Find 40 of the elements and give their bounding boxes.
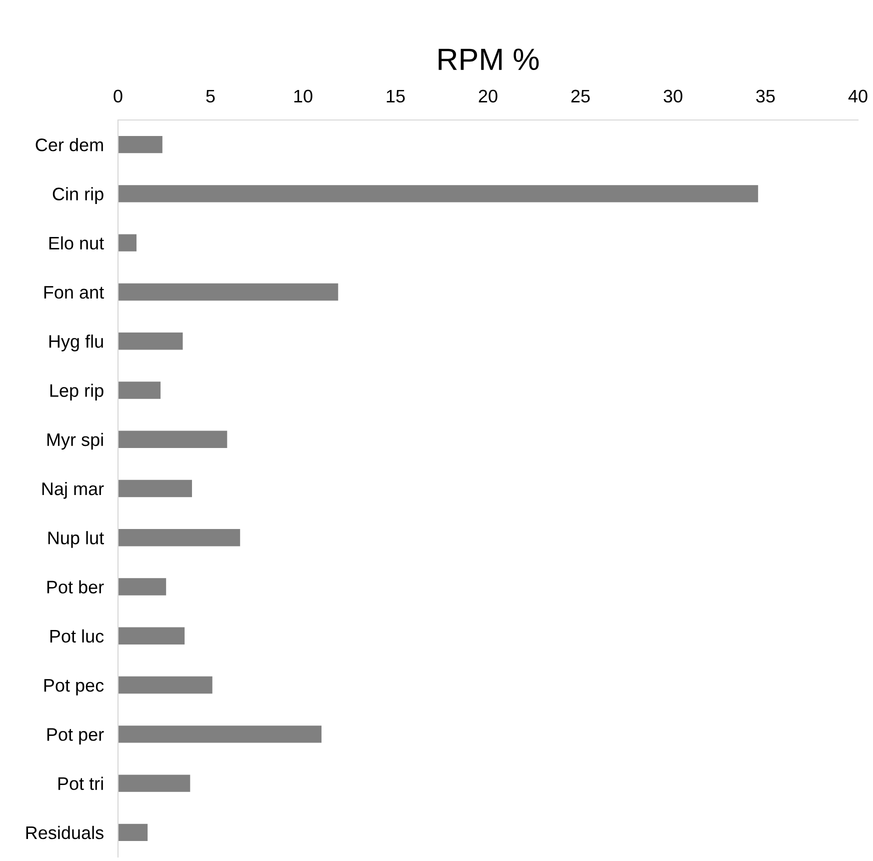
- x-tick-label: 30: [664, 90, 682, 103]
- y-tick-label: Pot tri: [58, 776, 103, 790]
- bar: [118, 136, 162, 154]
- x-tick-label: 0: [114, 90, 122, 103]
- x-tick-label: 20: [478, 90, 498, 103]
- bar: [118, 332, 183, 350]
- bar: [118, 480, 192, 498]
- x-tick-label: 35: [756, 90, 775, 103]
- y-tick-label: Pot ber: [47, 580, 104, 594]
- bar: [118, 529, 240, 546]
- x-tick-label: 10: [294, 90, 312, 103]
- bar: [118, 185, 758, 202]
- x-tick-label: 25: [571, 90, 590, 103]
- y-tick-label: Fon ant: [44, 286, 104, 299]
- y-tick-label: Residuals: [26, 826, 104, 840]
- x-axis-title: RPM %: [438, 48, 539, 70]
- bar: [118, 676, 212, 694]
- y-tick-label: Elo nut: [49, 236, 104, 250]
- bar: [118, 726, 322, 743]
- y-tick-label: Nup lut: [48, 531, 104, 548]
- bar: [118, 824, 148, 842]
- bar: [118, 430, 228, 448]
- bar: [118, 234, 136, 252]
- y-tick-label: Cer dem: [36, 138, 103, 152]
- y-tick-label: Pot pec: [44, 679, 104, 696]
- y-tick-label: Cin rip: [52, 187, 104, 204]
- y-tick-label: Lep rip: [50, 384, 104, 401]
- bar: [118, 578, 166, 596]
- y-tick-label: Naj mar: [42, 482, 104, 499]
- bar: [118, 774, 190, 792]
- bar: [118, 283, 338, 301]
- y-tick-label: Pot luc: [50, 629, 104, 643]
- x-tick-label: 15: [386, 90, 405, 103]
- x-tick-label: 40: [848, 90, 868, 103]
- y-tick-label: Pot per: [47, 728, 104, 744]
- y-tick-label: Hyg flu: [49, 334, 103, 352]
- bar: [118, 627, 185, 644]
- x-tick-label: 5: [206, 90, 215, 103]
- bar: [118, 382, 161, 399]
- y-tick-label: Myr spi: [47, 432, 103, 450]
